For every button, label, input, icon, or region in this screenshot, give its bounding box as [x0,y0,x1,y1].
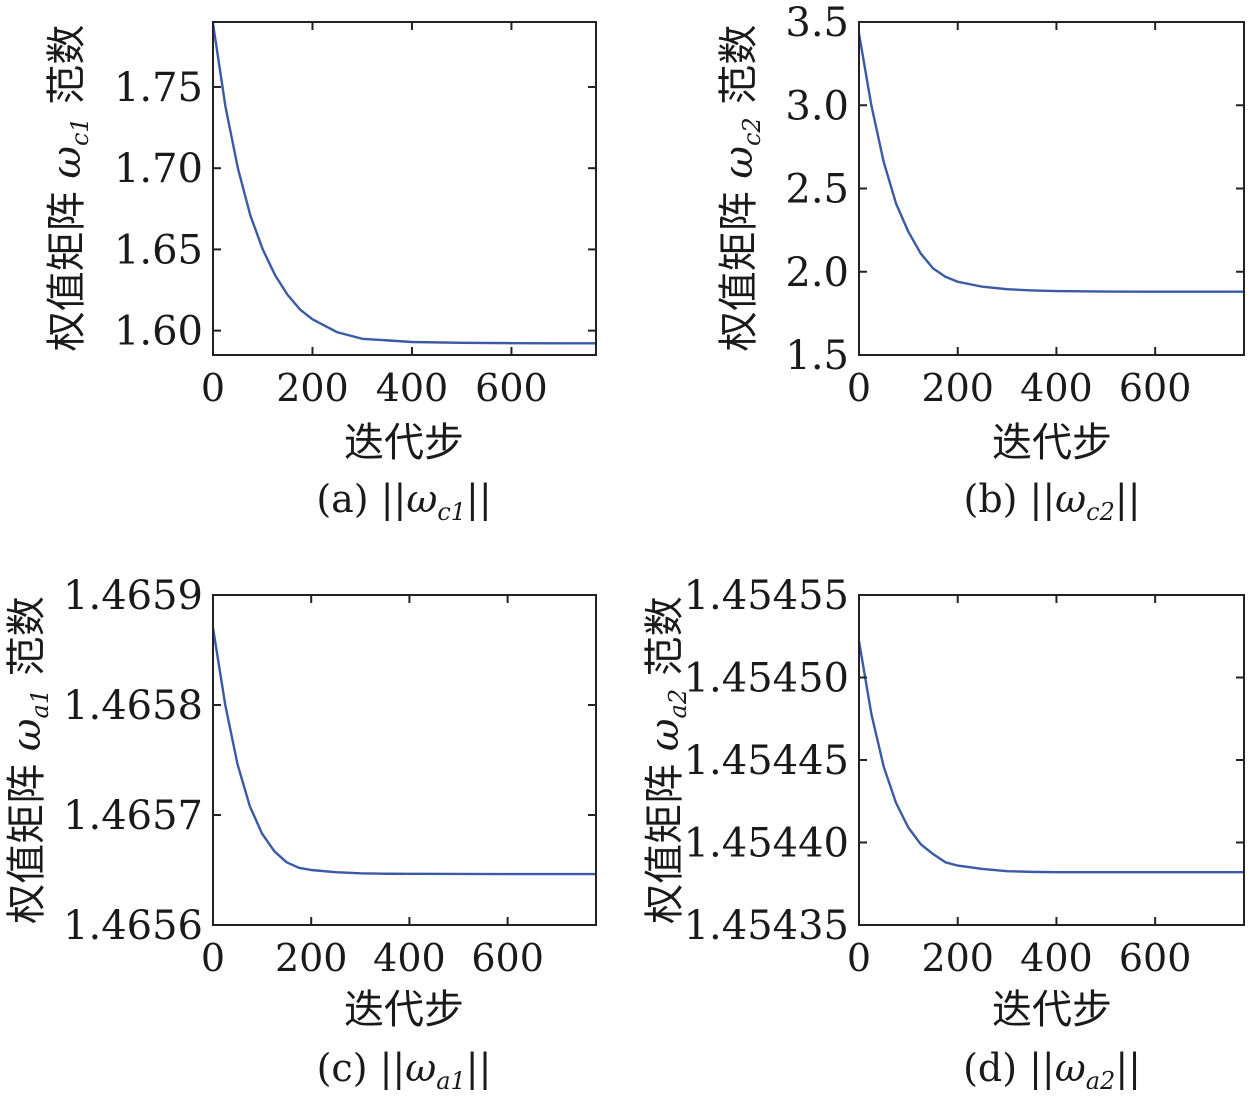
x-tick-label: 400 [1020,366,1093,410]
y-axis-title-prefix: 权值矩阵 [642,751,688,924]
x-tick-label: 0 [847,366,871,410]
chart-panel-d: 0 200 400 600 1.45435 1.45440 1.45445 1.45450 1.… [630,553,1260,1103]
caption-a: (a) ||ωc1|| [316,477,491,526]
y-tick-label: 1.75 [114,65,203,111]
y-axis-title-suffix: 范数 [4,596,50,689]
caption-prefix: (c) || [317,1046,406,1090]
x-axis-title-c: 迭代步 [344,987,464,1033]
caption-omega: ω [406,477,437,521]
y-tick-label: 1.60 [114,309,203,355]
svg-text:权值矩阵 ωa1 范数: 权值矩阵 ωa1 范数 [4,596,54,924]
y-axis-sub: c2 [738,117,766,146]
caption-prefix: (b) || [964,477,1056,521]
caption-suffix: || [466,1046,492,1090]
y-tick-label: 1.4659 [63,573,203,619]
y-axis-title-c: 权值矩阵 ωa1 范数 [4,596,54,924]
y-tick-label: 2.0 [785,250,849,296]
caption-omega: ω [1055,1046,1086,1090]
svg-text:权值矩阵 ωa2 范数: 权值矩阵 ωa2 范数 [642,596,692,924]
series-line-a-0 [211,23,596,345]
x-tick-label: 600 [471,936,544,980]
y-axis-title-prefix: 权值矩阵 [716,179,762,352]
x-axis-title-b: 迭代步 [992,420,1112,466]
x-tick-label: 200 [921,936,994,980]
series-line-b-0 [857,33,1244,293]
chart-panel-c: 0 200 400 600 1.4656 1.4657 1.4658 1.4659 权值矩阵 … [0,553,630,1103]
plot-frame-a [212,21,597,356]
x-tick-label: 600 [1119,366,1192,410]
x-tick-label: 200 [275,936,348,980]
y-axis-omega: ω [4,718,50,751]
svg-text:权值矩阵 ωc2 范数: 权值矩阵 ωc2 范数 [716,25,766,352]
x-tick-label: 600 [1119,936,1192,980]
y-tick-label: 1.4658 [63,683,203,729]
x-axis-title-a: 迭代步 [344,420,464,466]
chart-c-svg: 0 200 400 600 1.4656 1.4657 1.4658 1.4659 权值矩阵 … [4,573,597,1095]
x-tick-label: 600 [475,366,548,410]
caption-sub: c2 [1086,498,1115,526]
caption-b: (b) ||ωc2|| [964,477,1141,526]
y-axis-title-suffix: 范数 [716,25,762,118]
plot-frame-d [858,594,1245,926]
y-tick-label: 1.45440 [684,821,849,867]
chart-panel-a: 0 200 400 600 1.60 1.65 1.70 1.75 权值矩阵 ωc1 范数 迭… [0,0,630,540]
x-tick-label: 400 [376,366,449,410]
plot-frame-c [212,594,597,926]
y-axis-title-a: 权值矩阵 ωc1 范数 [44,25,94,352]
y-axis-sub: a2 [664,689,692,719]
y-tick-label: 2.5 [785,167,849,213]
y-axis-title-suffix: 范数 [642,596,688,689]
x-tick-label: 0 [201,936,225,980]
y-tick-label: 1.45450 [684,656,849,702]
plot-frame-b [858,21,1245,356]
caption-sub: a2 [1086,1067,1116,1095]
caption-suffix: || [466,477,492,521]
y-axis-sub: a1 [26,689,54,719]
y-tick-label: 1.45435 [684,903,849,949]
y-tick-label: 3.0 [785,83,849,129]
y-tick-label: 1.4656 [63,903,203,949]
y-tick-label: 3.5 [785,0,849,46]
caption-omega: ω [405,1046,436,1090]
y-tick-label: 1.65 [114,227,203,273]
y-tick-label: 1.5 [785,333,849,379]
y-axis-title-b: 权值矩阵 ωc2 范数 [716,25,766,352]
x-tick-label: 200 [921,366,994,410]
y-tick-label: 1.70 [114,146,203,192]
x-tick-label: 0 [201,366,225,410]
caption-c: (c) ||ωa1|| [317,1046,492,1095]
caption-prefix: (d) || [963,1046,1055,1090]
caption-prefix: (a) || [316,477,406,521]
x-tick-label: 0 [847,936,871,980]
x-axis-title-d: 迭代步 [992,987,1112,1033]
caption-sub: a1 [436,1067,466,1095]
y-tick-label: 1.4657 [63,793,203,839]
chart-panel-b: 0 200 400 600 1.5 2.0 2.5 3.0 3.5 权值矩阵 ωc2 范数 迭代… [630,0,1260,540]
y-axis-omega: ω [716,146,762,179]
series-line-d-0 [857,640,1244,874]
caption-omega: ω [1055,477,1086,521]
caption-d: (d) ||ωa2|| [963,1046,1141,1095]
chart-d-svg: 0 200 400 600 1.45435 1.45440 1.45445 1.45450 1.… [642,573,1245,1095]
y-axis-omega: ω [44,146,90,179]
y-tick-label: 1.45445 [684,738,849,784]
caption-sub: c1 [437,498,466,526]
x-tick-label: 200 [276,366,349,410]
svg-text:权值矩阵 ωc1 范数: 权值矩阵 ωc1 范数 [44,25,94,352]
y-axis-omega: ω [642,718,688,751]
x-tick-label: 400 [373,936,446,980]
y-axis-sub: c1 [66,117,94,146]
x-tick-label: 400 [1020,936,1093,980]
caption-suffix: || [1115,1046,1141,1090]
y-axis-title-d: 权值矩阵 ωa2 范数 [642,596,692,924]
y-axis-title-suffix: 范数 [44,25,90,118]
y-axis-title-prefix: 权值矩阵 [44,179,90,352]
caption-suffix: || [1115,477,1141,521]
y-tick-label: 1.45455 [684,573,849,619]
y-axis-title-prefix: 权值矩阵 [4,751,50,924]
series-line-c-0 [211,627,596,876]
